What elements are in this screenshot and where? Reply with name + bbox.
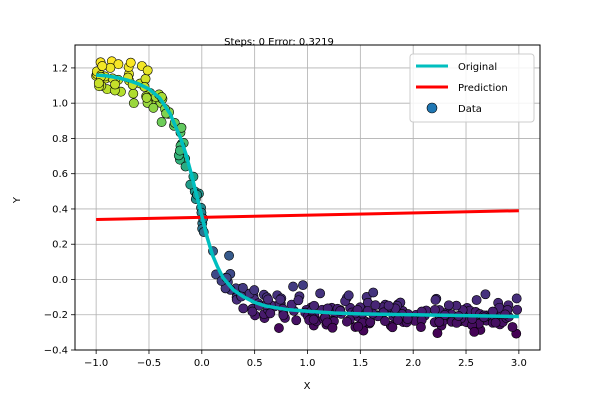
y-tick-label: 0.0 <box>52 275 68 286</box>
x-tick-label: 2.0 <box>405 358 421 369</box>
data-point <box>110 79 120 90</box>
data-point <box>247 306 258 317</box>
data-point <box>471 295 482 305</box>
data-point <box>512 304 523 315</box>
legend-data-swatch <box>426 102 438 114</box>
y-tick-label: 0.4 <box>52 204 68 215</box>
axes: −1.0 −0.5 0.0 0.5 1.0 1.5 2.0 2.5 3.0 −0.4 −0.2 0.0… <box>44 44 541 369</box>
legend-prediction-label: Prediction <box>458 83 508 94</box>
data-point <box>383 300 394 311</box>
data-point <box>432 328 443 339</box>
x-tick-label: 1.5 <box>352 358 368 369</box>
data-point <box>291 315 302 326</box>
data-point <box>125 57 136 68</box>
data-point <box>353 321 364 332</box>
data-point <box>93 78 104 89</box>
data-point <box>238 303 249 314</box>
prediction-line <box>96 209 519 222</box>
data-point <box>293 295 304 306</box>
data-point <box>224 250 234 261</box>
data-point <box>387 322 398 333</box>
plot-area <box>91 56 523 339</box>
y-tick-label: −0.4 <box>44 346 68 357</box>
y-axis-label: Y <box>12 196 23 204</box>
data-point <box>298 280 308 291</box>
data-point <box>342 316 352 327</box>
chart-title: Steps: 0 Error: 0.3219 <box>224 37 334 48</box>
data-point <box>128 98 139 109</box>
data-point <box>368 287 379 298</box>
data-point <box>142 65 153 76</box>
y-tick-label: 1.2 <box>52 63 68 74</box>
data-point <box>288 281 298 292</box>
data-point <box>365 317 376 328</box>
legend: Original Prediction Data <box>409 53 535 123</box>
legend-data-label: Data <box>458 104 482 115</box>
data-point <box>97 61 108 71</box>
x-tick-label: 2.5 <box>458 358 474 369</box>
data-point <box>490 317 501 328</box>
data-point <box>443 300 454 311</box>
data-point <box>156 117 167 127</box>
y-tick-label: 0.6 <box>52 169 68 180</box>
y-tick-label: 0.2 <box>52 240 68 251</box>
data-point <box>278 310 289 321</box>
x-tick-label: 0.5 <box>247 358 263 369</box>
data-point <box>249 285 260 295</box>
data-point <box>507 322 518 332</box>
data-point <box>140 73 151 84</box>
data-point <box>275 294 286 305</box>
x-tick-label: 0.0 <box>194 358 210 369</box>
y-tick-label: −0.2 <box>44 310 68 321</box>
x-tick-label: 1.0 <box>300 358 316 369</box>
data-point <box>511 293 522 304</box>
x-tick-label: 3.0 <box>511 358 527 369</box>
data-point <box>370 300 381 311</box>
data-point <box>434 316 445 327</box>
data-point <box>315 288 326 299</box>
data-point <box>148 102 159 113</box>
data-point <box>309 300 320 311</box>
data-point <box>128 88 139 99</box>
data-point <box>380 316 390 326</box>
data-point <box>430 295 441 305</box>
data-point <box>141 92 152 103</box>
data-point <box>343 290 354 301</box>
data-point <box>308 314 319 325</box>
data-point <box>480 289 491 300</box>
x-axis-label: X <box>304 381 311 392</box>
data-point <box>429 304 440 315</box>
data-point <box>469 327 480 337</box>
x-tick-label: −1.0 <box>84 358 108 369</box>
y-tick-label: 1.0 <box>52 99 68 110</box>
data-point <box>113 59 124 70</box>
data-point <box>265 308 276 319</box>
data-point <box>327 322 338 333</box>
data-point <box>263 294 273 305</box>
x-tick-label: −0.5 <box>137 358 161 369</box>
y-tick-label: 0.8 <box>52 134 68 145</box>
data-point <box>274 323 284 333</box>
data-point <box>416 322 426 333</box>
legend-original-label: Original <box>458 62 497 73</box>
legend-box <box>409 53 535 123</box>
grid <box>75 45 540 351</box>
original-curve <box>95 73 519 319</box>
data-point <box>105 62 116 73</box>
